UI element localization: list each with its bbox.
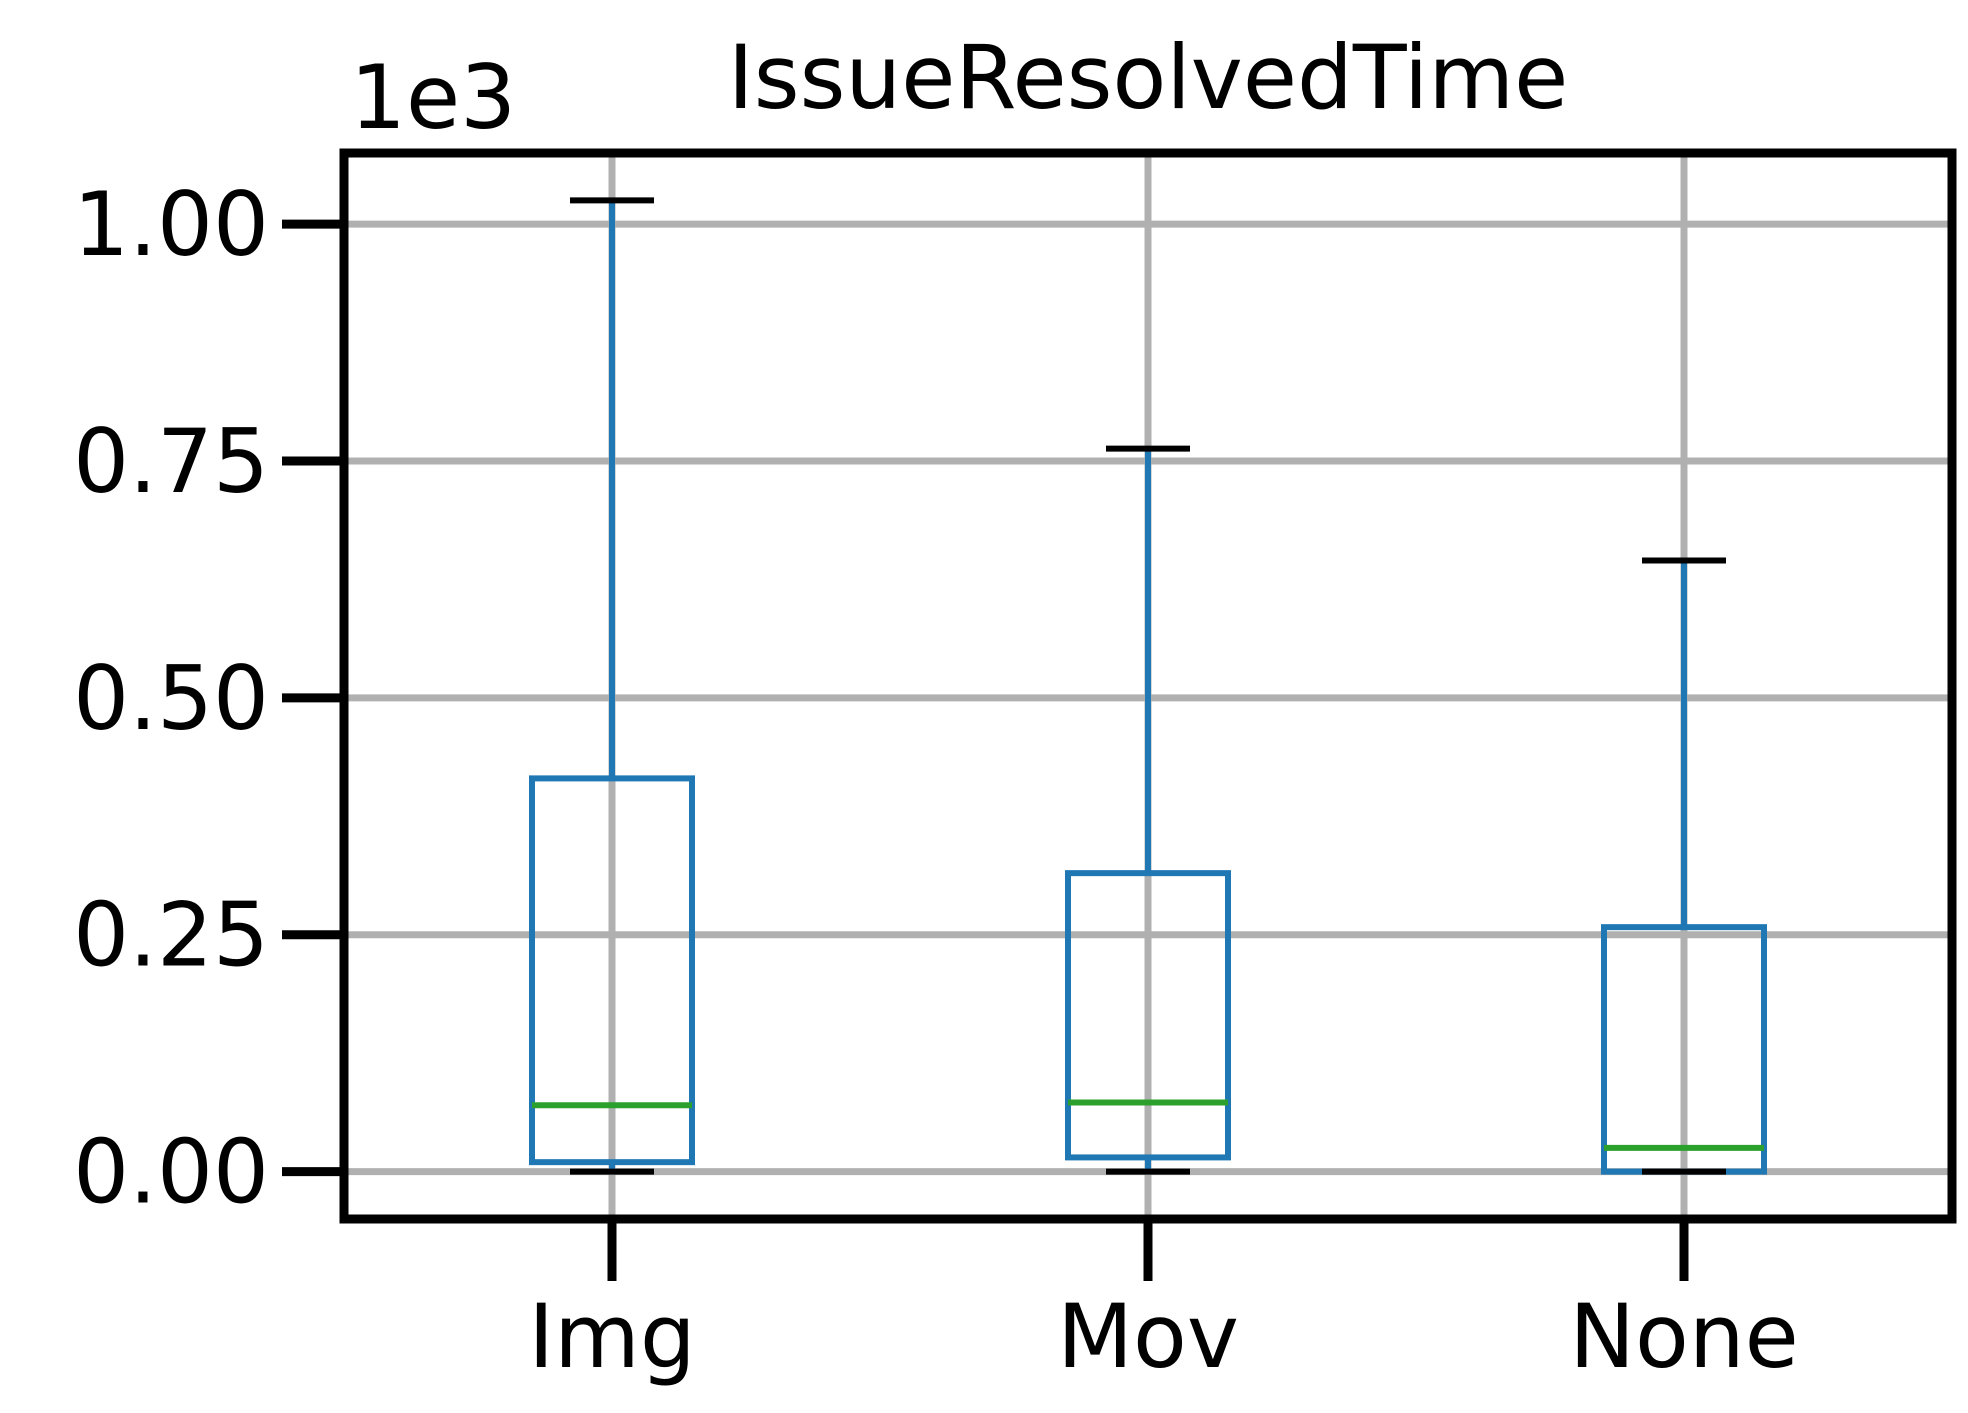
box-img	[529, 775, 695, 1166]
y-tick-label: 0.00	[73, 1121, 269, 1224]
box-mov	[1065, 870, 1231, 1161]
y-tick-label: 0.75	[73, 410, 269, 513]
x-tick-label: Mov	[1057, 1285, 1239, 1388]
x-tick-label: Img	[528, 1285, 696, 1388]
y-tick-label: 0.25	[73, 884, 269, 987]
y-tick-label: 1.00	[73, 173, 269, 276]
tick-layer: 0.00 0.25 0.50 0.75 1.00 Img Mov None	[73, 173, 1799, 1388]
chart-title: IssueResolvedTime	[728, 26, 1568, 129]
y-tick-label: 0.50	[73, 647, 269, 750]
box-layer	[529, 197, 1767, 1175]
y-axis-offset-label: 1e3	[350, 46, 516, 149]
x-tick-label: None	[1569, 1285, 1799, 1388]
